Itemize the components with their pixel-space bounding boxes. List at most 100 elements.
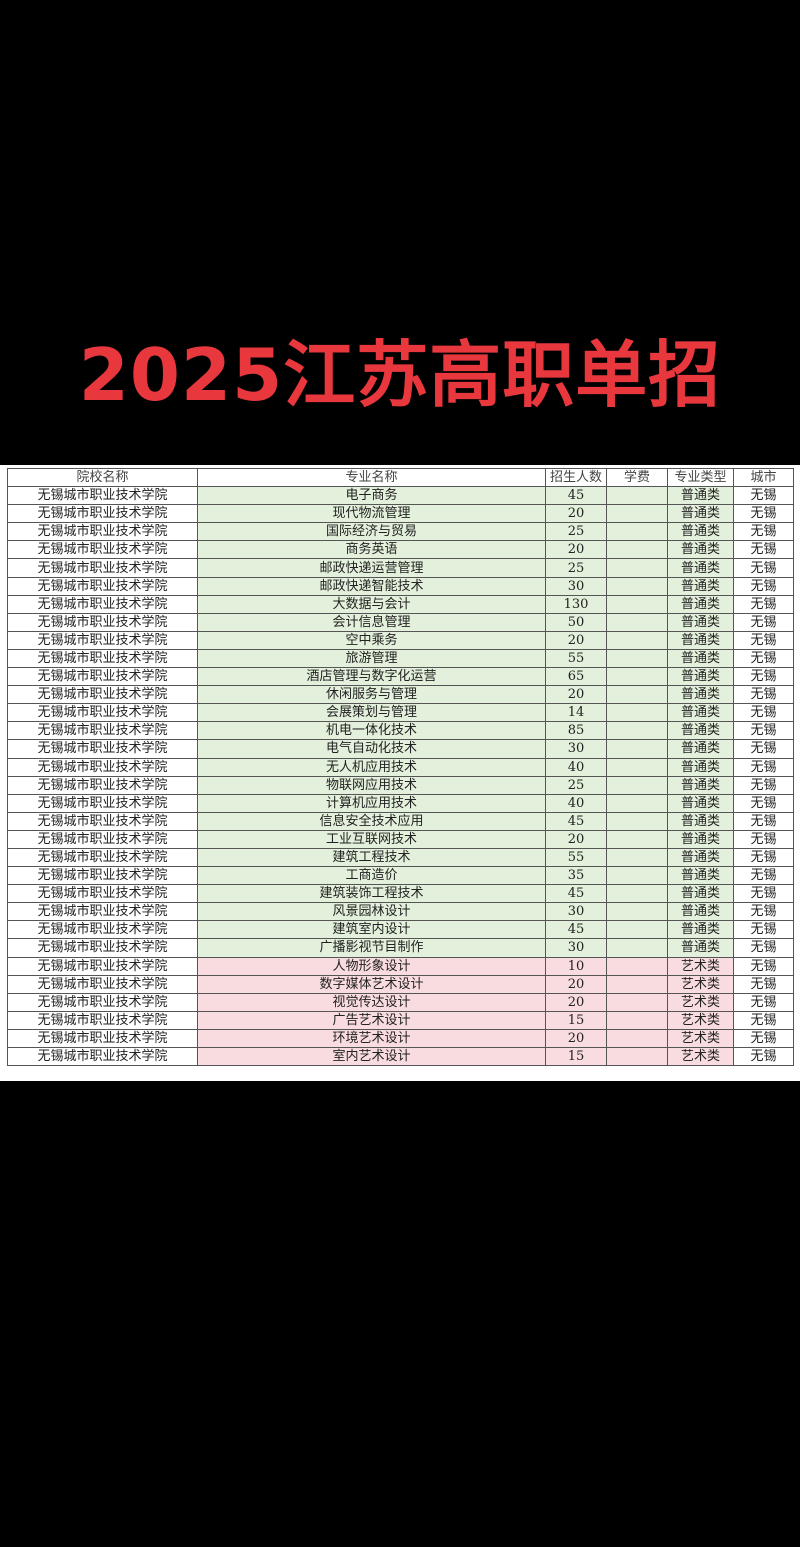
cell-enrollment-count: 85 <box>545 721 607 741</box>
cell-city: 无锡 <box>733 938 794 958</box>
cell-enrollment-count: 20 <box>545 504 607 524</box>
cell-enrollment-count: 55 <box>545 648 607 669</box>
cell-enrollment-count: 20 <box>545 1028 607 1049</box>
cell-enrollment-count: 15 <box>545 1010 607 1030</box>
table-row: 无锡城市职业技术学院 大数据与会计 130 普通类 无锡 <box>7 594 794 614</box>
table-row: 无锡城市职业技术学院 建筑室内设计 45 普通类 无锡 <box>7 920 794 940</box>
cell-major-name: 机电一体化技术 <box>197 721 546 741</box>
cell-major-type: 艺术类 <box>667 1028 734 1049</box>
cell-major-name: 广告艺术设计 <box>197 1010 546 1030</box>
cell-major-name: 电子商务 <box>197 486 546 506</box>
cell-enrollment-count: 30 <box>545 938 607 958</box>
cell-enrollment-count: 130 <box>545 594 607 614</box>
table-row: 无锡城市职业技术学院 酒店管理与数字化运营 65 普通类 无锡 <box>7 667 794 687</box>
table-row: 无锡城市职业技术学院 风景园林设计 30 普通类 无锡 <box>7 902 794 922</box>
cell-school-name: 无锡城市职业技术学院 <box>7 739 198 759</box>
cell-tuition <box>606 829 668 849</box>
cell-school-name: 无锡城市职业技术学院 <box>7 757 198 777</box>
table-row: 无锡城市职业技术学院 国际经济与贸易 25 普通类 无锡 <box>7 522 794 542</box>
spreadsheet: 院校名称 专业名称 招生人数 学费 专业类型 城市 无锡城市职业技术学院 电子商务 45 普通类… <box>0 465 800 1081</box>
cell-major-name: 旅游管理 <box>197 648 546 669</box>
cell-city: 无锡 <box>733 739 794 759</box>
cell-city: 无锡 <box>733 648 794 669</box>
cell-major-name: 商务英语 <box>197 540 546 560</box>
cell-school-name: 无锡城市职业技术学院 <box>7 486 198 506</box>
cell-school-name: 无锡城市职业技术学院 <box>7 504 198 524</box>
table-row: 无锡城市职业技术学院 现代物流管理 20 普通类 无锡 <box>7 504 794 524</box>
cell-school-name: 无锡城市职业技术学院 <box>7 1046 198 1067</box>
table-row: 无锡城市职业技术学院 电气自动化技术 30 普通类 无锡 <box>7 739 794 759</box>
cell-major-name: 人物形象设计 <box>197 956 546 976</box>
cell-enrollment-count: 65 <box>545 667 607 687</box>
cell-major-type: 艺术类 <box>667 974 734 994</box>
cell-enrollment-count: 40 <box>545 757 607 777</box>
table-row: 无锡城市职业技术学院 工业互联网技术 20 普通类 无锡 <box>7 829 794 849</box>
cell-enrollment-count: 35 <box>545 866 607 886</box>
cell-school-name: 无锡城市职业技术学院 <box>7 829 198 849</box>
cell-city: 无锡 <box>733 721 794 741</box>
cell-city: 无锡 <box>733 486 794 506</box>
cell-major-type: 艺术类 <box>667 992 734 1012</box>
cell-major-type: 普通类 <box>667 775 734 795</box>
cell-major-name: 计算机应用技术 <box>197 793 546 813</box>
cell-major-type: 普通类 <box>667 847 734 868</box>
cell-school-name: 无锡城市职业技术学院 <box>7 992 198 1012</box>
cell-major-type: 普通类 <box>667 630 734 650</box>
header-enrollment-count: 招生人数 <box>545 467 607 488</box>
cell-enrollment-count: 30 <box>545 739 607 759</box>
header-city: 城市 <box>733 467 794 488</box>
cell-tuition <box>606 522 668 542</box>
cell-tuition <box>606 811 668 831</box>
cell-tuition <box>606 902 668 922</box>
cell-enrollment-count: 45 <box>545 920 607 940</box>
cell-enrollment-count: 10 <box>545 956 607 976</box>
cell-major-name: 空中乘务 <box>197 630 546 650</box>
cell-major-name: 广播影视节目制作 <box>197 938 546 958</box>
cell-city: 无锡 <box>733 540 794 560</box>
cell-enrollment-count: 55 <box>545 847 607 868</box>
cell-school-name: 无锡城市职业技术学院 <box>7 630 198 650</box>
cell-major-type: 普通类 <box>667 866 734 886</box>
cell-school-name: 无锡城市职业技术学院 <box>7 576 198 596</box>
cell-school-name: 无锡城市职业技术学院 <box>7 811 198 831</box>
cell-enrollment-count: 45 <box>545 884 607 904</box>
cell-major-name: 数字媒体艺术设计 <box>197 974 546 994</box>
cell-tuition <box>606 504 668 524</box>
cell-enrollment-count: 20 <box>545 540 607 560</box>
cell-major-name: 环境艺术设计 <box>197 1028 546 1049</box>
table-row: 无锡城市职业技术学院 邮政快递运营管理 25 普通类 无锡 <box>7 558 794 578</box>
cell-tuition <box>606 866 668 886</box>
cell-major-type: 普通类 <box>667 902 734 922</box>
cell-school-name: 无锡城市职业技术学院 <box>7 522 198 542</box>
cell-tuition <box>606 974 668 994</box>
cell-tuition <box>606 576 668 596</box>
cell-major-type: 普通类 <box>667 739 734 759</box>
cell-tuition <box>606 612 668 632</box>
cell-major-name: 国际经济与贸易 <box>197 522 546 542</box>
table-row: 无锡城市职业技术学院 电子商务 45 普通类 无锡 <box>7 486 794 506</box>
cell-school-name: 无锡城市职业技术学院 <box>7 938 198 958</box>
cell-major-name: 邮政快递运营管理 <box>197 558 546 578</box>
cell-enrollment-count: 25 <box>545 558 607 578</box>
cell-school-name: 无锡城市职业技术学院 <box>7 974 198 994</box>
cell-city: 无锡 <box>733 992 794 1012</box>
cell-tuition <box>606 540 668 560</box>
cell-major-name: 工商造价 <box>197 866 546 886</box>
cell-tuition <box>606 486 668 506</box>
cell-enrollment-count: 40 <box>545 793 607 813</box>
cell-school-name: 无锡城市职业技术学院 <box>7 703 198 723</box>
cell-major-type: 艺术类 <box>667 956 734 976</box>
cell-enrollment-count: 20 <box>545 630 607 650</box>
cell-major-name: 会展策划与管理 <box>197 703 546 723</box>
cell-major-name: 邮政快递智能技术 <box>197 576 546 596</box>
cell-school-name: 无锡城市职业技术学院 <box>7 612 198 632</box>
cell-enrollment-count: 25 <box>545 522 607 542</box>
cell-school-name: 无锡城市职业技术学院 <box>7 667 198 687</box>
table-header-row: 院校名称 专业名称 招生人数 学费 专业类型 城市 <box>7 467 794 488</box>
table-row: 无锡城市职业技术学院 机电一体化技术 85 普通类 无锡 <box>7 721 794 741</box>
cell-school-name: 无锡城市职业技术学院 <box>7 594 198 614</box>
cell-city: 无锡 <box>733 522 794 542</box>
table-row: 无锡城市职业技术学院 广播影视节目制作 30 普通类 无锡 <box>7 938 794 958</box>
cell-major-type: 普通类 <box>667 558 734 578</box>
cell-tuition <box>606 739 668 759</box>
